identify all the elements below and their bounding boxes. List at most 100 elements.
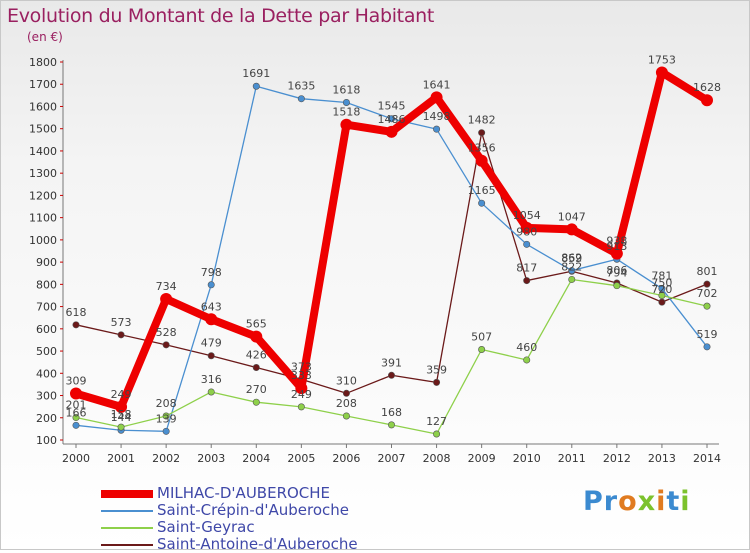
x-tick-label: 2009 (468, 452, 496, 465)
x-tick-label: 2003 (197, 452, 225, 465)
data-point (207, 388, 215, 396)
data-label: 618 (66, 306, 87, 319)
data-point (207, 281, 215, 289)
data-point (523, 240, 531, 248)
data-point (613, 282, 621, 290)
data-point (252, 364, 260, 372)
data-label: 1753 (648, 53, 676, 66)
data-point (475, 154, 488, 167)
data-label: 373 (291, 360, 312, 373)
data-point (70, 387, 82, 400)
data-point (478, 129, 486, 137)
data-point (658, 285, 666, 293)
legend-swatch (101, 527, 153, 529)
y-tick-label: 600 (36, 323, 57, 336)
data-label: 426 (246, 349, 267, 362)
data-label: 1356 (468, 142, 496, 155)
data-label: 310 (336, 374, 357, 387)
data-label: 144 (111, 411, 132, 424)
data-label: 270 (246, 383, 267, 396)
y-tick-label: 1800 (29, 56, 57, 69)
data-label: 519 (697, 328, 718, 341)
y-tick-label: 1400 (29, 145, 57, 158)
data-point (520, 221, 533, 234)
data-point (433, 430, 441, 438)
legend-label: Saint-Antoine-d'Auberoche (157, 535, 358, 553)
data-label: 507 (471, 331, 492, 344)
data-label: 127 (426, 415, 447, 428)
unit-label: (en €) (27, 30, 63, 44)
data-label: 702 (697, 287, 718, 300)
data-label: 862 (561, 252, 582, 265)
logo-letter: o (618, 486, 638, 517)
data-label: 1486 (378, 113, 406, 126)
data-label: 565 (246, 318, 267, 331)
data-label: 817 (516, 262, 537, 275)
y-tick-label: 100 (36, 434, 57, 447)
data-point (72, 421, 80, 429)
legend-label: MILHAC-D'AUBEROCHE (157, 484, 331, 502)
data-label: 208 (336, 397, 357, 410)
data-point (565, 223, 578, 236)
data-point (387, 421, 395, 429)
series-line (75, 85, 708, 432)
data-label: 208 (156, 397, 177, 410)
data-label: 158 (111, 408, 132, 421)
y-tick-label: 700 (36, 301, 57, 314)
data-label: 573 (111, 316, 132, 329)
data-point (387, 371, 395, 379)
y-tick-label: 1200 (29, 189, 57, 202)
data-label: 333 (291, 369, 312, 382)
x-tick-label: 2000 (62, 452, 90, 465)
data-label: 168 (381, 406, 402, 419)
data-label: 1635 (287, 80, 315, 93)
y-tick-label: 900 (36, 256, 57, 269)
proxiti-logo: Proxiti (583, 486, 691, 517)
data-point (117, 423, 125, 431)
data-label: 1545 (378, 100, 406, 113)
y-tick-label: 400 (36, 367, 57, 380)
data-label: 528 (156, 326, 177, 339)
data-point (568, 275, 576, 283)
data-point (342, 98, 350, 106)
data-label: 643 (201, 300, 222, 313)
data-label: 750 (651, 276, 672, 289)
data-label: 1641 (423, 78, 451, 91)
y-tick-label: 1500 (29, 123, 57, 136)
data-label: 1518 (332, 106, 360, 119)
data-point (433, 125, 441, 133)
data-label: 1498 (423, 110, 451, 123)
data-point (252, 398, 260, 406)
data-point (162, 412, 170, 420)
data-label: 798 (201, 266, 222, 279)
data-label: 1165 (468, 184, 496, 197)
data-label: 460 (516, 341, 537, 354)
data-label: 1482 (468, 114, 496, 127)
data-label: 309 (66, 375, 87, 388)
chart-title: Evolution du Montant de la Dette par Hab… (7, 5, 435, 27)
data-label: 859 (561, 252, 582, 265)
data-label: 794 (606, 267, 627, 280)
logo-letter: t (666, 486, 681, 517)
x-tick-label: 2014 (693, 452, 721, 465)
data-point (610, 247, 623, 260)
data-point (655, 66, 668, 79)
logo-letter: r (603, 486, 619, 517)
data-point (478, 199, 486, 207)
y-tick-label: 1700 (29, 78, 57, 91)
data-point (433, 378, 441, 386)
data-label: 980 (516, 225, 537, 238)
data-label: 166 (66, 406, 87, 419)
y-tick-label: 1600 (29, 100, 57, 113)
data-point (701, 94, 713, 107)
data-label: 1691 (242, 67, 270, 80)
data-point (295, 382, 308, 395)
data-point (703, 302, 711, 310)
data-point (207, 352, 215, 360)
data-point (568, 267, 576, 275)
series-line (75, 132, 708, 394)
y-tick-label: 300 (36, 390, 57, 403)
data-point (115, 400, 128, 413)
